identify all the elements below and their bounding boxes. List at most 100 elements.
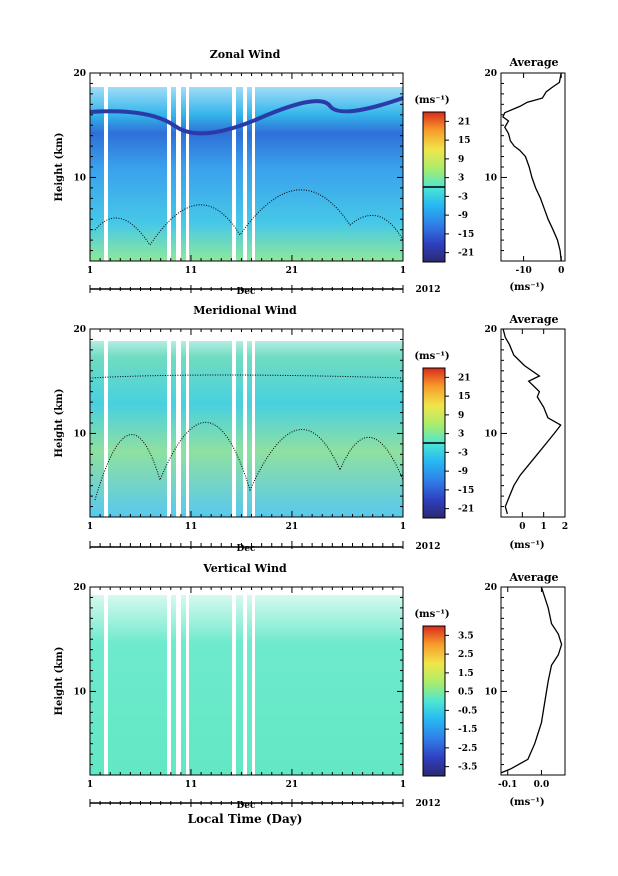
meridional-profile-line [502,328,562,515]
colorbar-tick-label: 15 [458,392,471,402]
y-tick-label: 20 [73,69,86,79]
meridional-profile-frame [500,328,566,518]
colorbar-tick-label: -2.5 [458,744,477,754]
profile-y-tick-label: 20 [484,583,497,593]
zonal-contour [94,189,404,246]
colorbar-tick-label: 21 [458,117,471,127]
profile-y-tick-label: 10 [484,173,497,183]
profile-x-tick-label: -10 [515,266,531,276]
vertical-colorbar [422,625,446,777]
x-tick-label: 1 [87,266,93,276]
colorbar-tick-label: 15 [458,136,471,146]
x-tick-label: 21 [286,266,299,276]
zonal-profile-line [502,72,562,262]
zonal-profile-xlabel: (ms⁻¹) [509,282,544,293]
colorbar-tick-label: -3 [458,192,468,202]
x-axis-title: Local Time (Day) [188,812,303,826]
zonal-profile-title: Average [508,56,558,69]
x-tick-label: 21 [286,522,299,532]
y-tick-label: 10 [73,429,86,439]
meridional-gaps [90,329,403,517]
x-tick-label: 11 [185,266,198,276]
colorbar-tick-label: -0.5 [458,706,477,716]
colorbar-tick-label: -9 [458,467,468,477]
colorbar-tick-label: 2.5 [458,650,474,660]
profile-x-tick-label: 0 [519,522,525,532]
colorbar-tick-label: 1.5 [458,669,474,679]
colorbar-tick-label: -3.5 [458,763,477,773]
x-tick-label: 11 [185,780,198,790]
zonal-colorbar-unit: (ms⁻¹) [414,95,449,106]
x-tick-label: 1 [400,266,406,276]
profile-y-tick-label: 10 [484,429,497,439]
colorbar-tick-label: 3 [458,174,464,184]
vertical-profile-title: Average [508,571,558,584]
zonal-x-axis: 1 11 21 1 [87,73,406,293]
x-tick-label: 1 [87,522,93,532]
meridional-profile-x-axis: 0 1 2 [519,329,568,532]
profile-x-tick-label: 0.0 [534,780,550,790]
x-tick-label: 21 [286,780,299,790]
meridional-month: Dec [236,544,256,554]
meridional-colorbar-unit: (ms⁻¹) [414,351,449,362]
meridional-profile-y-axis: 10 20 [484,325,507,518]
vertical-month: Dec [236,801,256,811]
meridional-contour-upper [89,374,404,379]
vertical-gaps [90,587,403,775]
meridional-contour [94,421,404,501]
zonal-profile-x-axis: -10 0 [515,73,564,276]
zonal-y-axis: 10 20 [73,69,403,262]
zonal-profile-y-axis: 10 20 [484,69,507,262]
y-tick-label: 10 [73,173,86,183]
zonal-month: Dec [236,287,256,297]
vertical-ylabel: Height (km) [54,647,65,716]
vertical-colorbar-ticks: 3.5 2.5 1.5 0.5 -0.5 -1.5 -2.5 -3.5 [445,631,477,773]
colorbar-tick-label: -1.5 [458,725,477,735]
colorbar-tick-label: -15 [458,486,474,496]
colorbar-tick-label: -21 [458,249,474,259]
meridional-y-axis: 10 20 [73,325,403,518]
vertical-profile-x-axis: -0.1 0.0 [498,587,549,790]
profile-x-tick-label: 2 [562,522,568,532]
meridional-profile-title: Average [508,313,558,326]
meridional-profile-xlabel: (ms⁻¹) [509,540,544,551]
colorbar-tick-label: 3 [458,430,464,440]
zonal-year: 2012 [415,285,440,295]
zonal-colorbar-ticks: 21 15 9 3 -3 -9 -15 -21 [445,117,474,259]
profile-x-tick-label: 1 [541,522,547,532]
vertical-x-axis: 1 11 21 1 [87,587,406,807]
colorbar-tick-label: -15 [458,230,474,240]
x-tick-label: 1 [400,522,406,532]
x-tick-label: 11 [185,522,198,532]
zonal-ylabel: Height (km) [54,133,65,202]
zonal-title: Zonal Wind [210,48,281,61]
x-tick-label: 1 [400,780,406,790]
zonal-gaps [90,73,403,261]
vertical-profile-line [500,586,563,774]
zonal-jet-band [89,96,404,136]
profile-y-tick-label: 20 [484,325,497,335]
vertical-colorbar-unit: (ms⁻¹) [414,609,449,620]
meridional-colorbar-ticks: 21 15 9 3 -3 -9 -15 -21 [445,373,474,515]
vertical-profile-y-axis: 10 20 [484,583,507,776]
vertical-y-axis: 10 20 [73,583,403,776]
colorbar-tick-label: 9 [458,155,464,165]
vertical-profile-xlabel: (ms⁻¹) [509,797,544,808]
profile-x-tick-label: -0.1 [498,780,517,790]
profile-y-tick-label: 20 [484,69,497,79]
colorbar-tick-label: -3 [458,448,468,458]
y-tick-label: 20 [73,583,86,593]
colorbar-tick-label: 3.5 [458,631,474,641]
vertical-title: Vertical Wind [202,562,287,575]
y-tick-label: 20 [73,325,86,335]
meridional-ylabel: Height (km) [54,389,65,458]
profile-y-tick-label: 10 [484,687,497,697]
meridional-title: Meridional Wind [193,304,297,317]
profile-x-tick-label: 0 [558,266,564,276]
x-tick-label: 1 [87,780,93,790]
vertical-year: 2012 [415,799,440,809]
